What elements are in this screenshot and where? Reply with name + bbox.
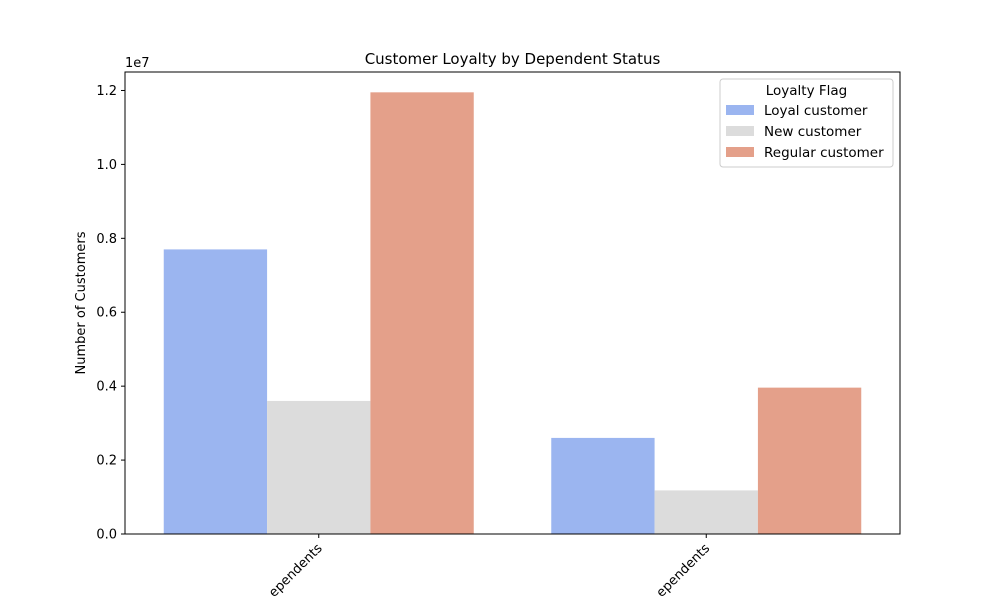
bar-loyal-customer-0 bbox=[163, 249, 268, 534]
legend-entry-label: Regular customer bbox=[764, 145, 884, 161]
y-tick-label: 0.4 bbox=[96, 380, 117, 395]
bars-group bbox=[163, 92, 862, 534]
legend-entry-label: New customer bbox=[764, 124, 862, 140]
legend-swatch bbox=[726, 105, 754, 115]
bar-regular-customer-1 bbox=[757, 387, 862, 534]
chart-title: Customer Loyalty by Dependent Status bbox=[365, 50, 661, 68]
bar-new-customer-0 bbox=[267, 400, 371, 534]
y-tick-label: 0.6 bbox=[96, 306, 117, 321]
plot-frame bbox=[124, 71, 901, 535]
legend-entry-label: Loyal customer bbox=[764, 103, 868, 119]
bar-regular-customer-0 bbox=[370, 92, 474, 534]
y-axis-label: Number of Customers bbox=[74, 231, 89, 374]
bar-loyal-customer-1 bbox=[551, 437, 655, 534]
legend-box bbox=[719, 78, 894, 168]
y-tick-label: 1.0 bbox=[96, 158, 117, 173]
bar-new-customer-1 bbox=[654, 490, 758, 534]
legend-swatch bbox=[726, 126, 754, 136]
y-axis: 0.0 0.2 0.4 0.6 0.8 1.0 1.2 bbox=[96, 84, 125, 543]
x-axis: ependents ependents bbox=[266, 534, 713, 600]
y-tick-label: 0.2 bbox=[96, 454, 117, 469]
x-tick-label: ependents bbox=[654, 541, 713, 600]
y-tick-label: 1.2 bbox=[96, 84, 117, 99]
y-axis-scale-label: 1e7 bbox=[125, 56, 150, 71]
legend: Loyalty Flag Loyal customer New customer Re… bbox=[719, 78, 894, 168]
x-tick-label: ependents bbox=[266, 541, 325, 600]
y-tick-label: 0.8 bbox=[96, 232, 117, 247]
legend-title: Loyalty Flag bbox=[766, 83, 848, 99]
y-tick-label: 0.0 bbox=[96, 528, 117, 543]
legend-swatch bbox=[726, 147, 754, 157]
